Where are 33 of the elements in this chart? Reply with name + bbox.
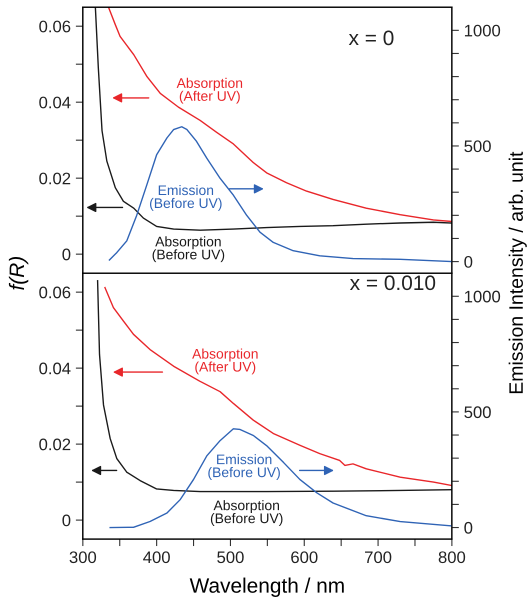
y-tick-label: 0.04	[39, 96, 71, 108]
y-axis-title: f(R)	[8, 257, 28, 290]
y-tick-label: 0	[62, 248, 70, 260]
x-tick-label: 400	[143, 551, 170, 564]
line-series	[109, 428, 452, 528]
series-label: Absorption (After UV)	[192, 348, 258, 374]
y2-tick-label: 0	[464, 256, 472, 268]
x-tick-label: 300	[70, 551, 96, 564]
y2-tick-label: 1000	[464, 24, 500, 37]
y2-tick-label: 500	[464, 406, 491, 418]
y2-tick-label: 0	[464, 522, 472, 534]
y-tick-label: 0	[62, 514, 70, 526]
text: x = 0	[348, 30, 394, 46]
series-label: Absorption (Before UV)	[210, 500, 282, 526]
y2-tick-label: 500	[464, 140, 491, 152]
legend-label: Absorption (After UV)	[176, 78, 242, 104]
y-tick-label: 0.02	[39, 172, 70, 184]
legend-label: Emission (Before UV)	[208, 454, 280, 480]
x-axis-title: Wavelength / nm	[190, 578, 344, 597]
x-tick-label: 600	[291, 551, 318, 564]
series-label: Emission (Before UV)	[150, 184, 222, 211]
y2-axis-title: Emission Intensity / arb. unit	[508, 152, 527, 394]
y2-tick-label: 1000	[464, 290, 500, 302]
x-tick-label: 700	[365, 551, 392, 564]
line-series	[108, 126, 452, 262]
x-tick-label: 500	[217, 551, 244, 564]
y-tick-label: 0.02	[39, 438, 70, 450]
y-tick-label: 0.06	[39, 20, 70, 32]
y-tick-label: 0.04	[39, 362, 71, 374]
chart-title: x = 0.010	[350, 275, 436, 290]
y-tick-label: 0.06	[39, 286, 70, 298]
x-tick-label: 800	[438, 551, 466, 564]
series-label: Absorption (Before UV)	[152, 236, 224, 262]
